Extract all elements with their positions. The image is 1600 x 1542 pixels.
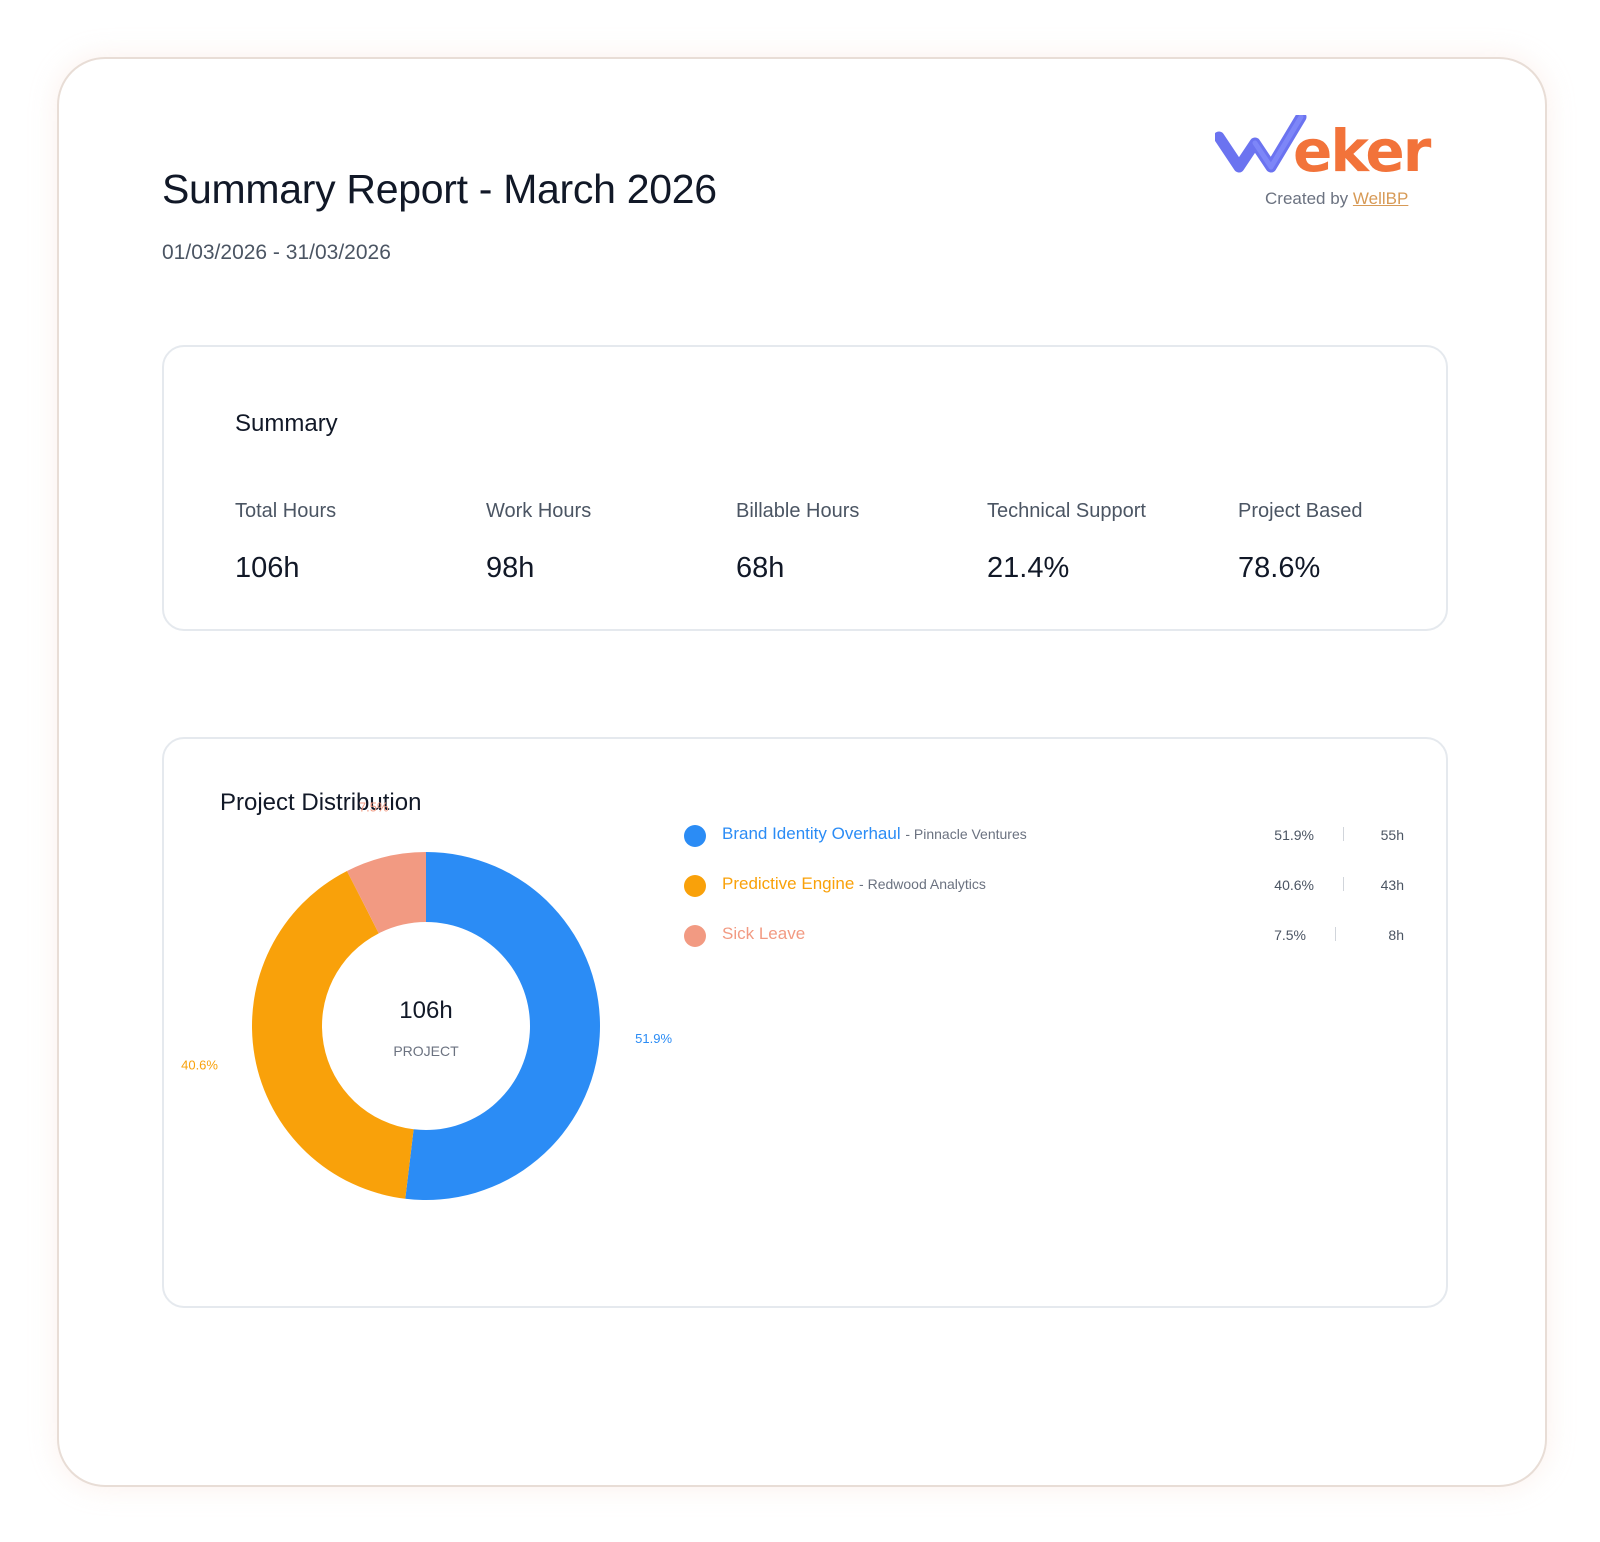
metric-label: Billable Hours bbox=[736, 500, 860, 522]
donut-data-label: 40.6% bbox=[181, 1058, 218, 1073]
donut-data-label: 51.9% bbox=[635, 1031, 672, 1046]
project-distribution-panel: Project Distribution 51.9% 40.6% 7.5% 106h P… bbox=[162, 737, 1448, 1308]
donut-slice-predictive-engine[interactable] bbox=[252, 870, 414, 1199]
metric-value: 21.4% bbox=[987, 552, 1070, 584]
legend-project-name: Predictive Engine bbox=[722, 874, 855, 893]
legend-hours: 55h bbox=[1380, 827, 1404, 843]
donut-slice-brand-identity-overhaul[interactable] bbox=[405, 852, 601, 1200]
legend-client-name: - Redwood Analytics bbox=[859, 876, 986, 892]
legend-hours: 43h bbox=[1380, 877, 1404, 893]
legend-dot bbox=[684, 825, 706, 847]
metric-billable-hours: Billable Hours 68h bbox=[736, 500, 859, 585]
legend-percentage: 40.6% bbox=[1274, 877, 1314, 893]
date-range: 01/03/2026 - 31/03/2026 bbox=[162, 241, 391, 264]
donut-slice-sick-leave[interactable] bbox=[347, 852, 426, 934]
legend-label: Brand Identity Overhaul - Pinnacle Ventu… bbox=[722, 824, 1027, 844]
legend-divider bbox=[1343, 827, 1344, 841]
legend-client-name: - Pinnacle Ventures bbox=[905, 826, 1027, 842]
created-by-text: Created by bbox=[1265, 189, 1349, 208]
legend-percentage: 7.5% bbox=[1274, 927, 1306, 943]
metric-work-hours: Work Hours 98h bbox=[486, 500, 591, 585]
donut-data-label: 7.5% bbox=[359, 800, 389, 815]
legend-label: Predictive Engine - Redwood Analytics bbox=[722, 874, 986, 894]
metric-label: Work Hours bbox=[486, 500, 592, 522]
metric-label: Project Based bbox=[1238, 500, 1363, 522]
wellbp-link[interactable]: WellBP bbox=[1352, 189, 1409, 208]
summary-title: Summary bbox=[235, 410, 338, 437]
weker-logo: eker Created by WellBP bbox=[1215, 115, 1465, 210]
metric-value: 98h bbox=[486, 552, 535, 584]
legend-percentage: 51.9% bbox=[1274, 827, 1314, 843]
legend-divider bbox=[1343, 877, 1344, 891]
legend-project-name: Sick Leave bbox=[722, 924, 806, 943]
weker-logo-mark: eker bbox=[1215, 115, 1434, 185]
donut-center-label: PROJECT bbox=[393, 1043, 459, 1059]
legend-hours: 8h bbox=[1388, 927, 1404, 943]
legend-item-sick-leave[interactable]: Sick Leave 7.5% 8h bbox=[684, 919, 1404, 969]
metric-value: 68h bbox=[736, 552, 785, 584]
distribution-legend: Brand Identity Overhaul - Pinnacle Ventu… bbox=[684, 819, 1404, 969]
legend-dot bbox=[684, 875, 706, 897]
distribution-title: Project Distribution bbox=[220, 789, 422, 816]
metric-label: Total Hours bbox=[235, 500, 337, 522]
legend-divider bbox=[1335, 927, 1336, 941]
metric-value: 106h bbox=[235, 552, 300, 584]
metric-label: Technical Support bbox=[987, 500, 1146, 522]
page-title: Summary Report - March 2026 bbox=[162, 166, 717, 212]
legend-item-brand-identity[interactable]: Brand Identity Overhaul - Pinnacle Ventu… bbox=[684, 819, 1404, 869]
metric-project-based: Project Based 78.6% bbox=[1238, 500, 1363, 585]
metric-value: 78.6% bbox=[1238, 552, 1321, 584]
donut-chart: 51.9% 40.6% 7.5% 106h PROJECT bbox=[181, 800, 672, 1200]
created-by-caption: Created by WellBP bbox=[1265, 189, 1408, 209]
legend-label: Sick Leave bbox=[722, 924, 805, 944]
donut-center-value: 106h bbox=[399, 997, 452, 1024]
svg-text:eker: eker bbox=[1293, 117, 1432, 185]
legend-item-predictive-engine[interactable]: Predictive Engine - Redwood Analytics 40… bbox=[684, 869, 1404, 919]
metric-total-hours: Total Hours 106h bbox=[235, 500, 336, 585]
metric-technical-support: Technical Support 21.4% bbox=[987, 500, 1146, 585]
legend-dot bbox=[684, 925, 706, 947]
legend-project-name: Brand Identity Overhaul bbox=[722, 824, 901, 843]
summary-panel: Summary Total Hours 106h Work Hours 98h … bbox=[162, 345, 1448, 631]
